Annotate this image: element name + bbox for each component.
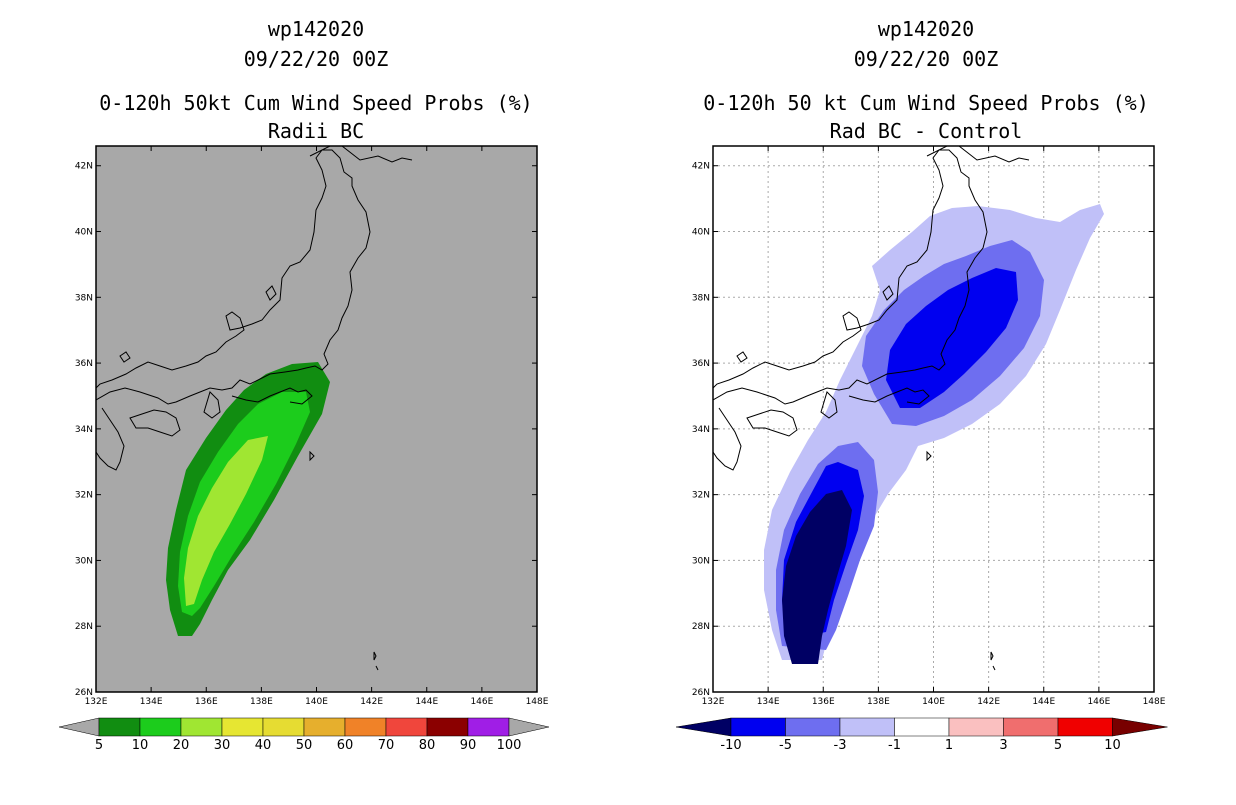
colorbar-bin — [467, 717, 510, 737]
left-title-2: 09/22/20 00Z — [244, 47, 389, 71]
right-title-1: wp142020 — [878, 17, 974, 41]
lon-label: 146E — [470, 697, 493, 707]
lat-label: 28N — [75, 622, 93, 632]
lon-label: 148E — [526, 697, 549, 707]
colorbar-bin — [344, 717, 387, 737]
right-title-2: 09/22/20 00Z — [854, 47, 999, 71]
left-panel: wp142020 09/22/20 00Z 0-120h 50kt Cum Wi… — [58, 17, 550, 753]
lat-label: 30N — [75, 556, 93, 566]
lon-label: 140E — [922, 697, 945, 707]
colorbar-label: 10 — [132, 738, 149, 753]
colorbar-bin — [262, 717, 305, 737]
diff-contour-lt-minus5-north — [886, 268, 1018, 408]
colorbar-bin — [385, 717, 428, 737]
colorbar-bin — [948, 717, 1004, 737]
colorbar-label: 100 — [497, 738, 522, 753]
lon-label: 132E — [85, 697, 108, 707]
colorbar-label: 60 — [337, 738, 354, 753]
colorbar-bin — [894, 717, 950, 737]
diff-contour-lt-minus10 — [782, 490, 852, 664]
lon-label: 140E — [305, 697, 328, 707]
colorbar-under-arrow — [58, 717, 100, 737]
right-panel: wp142020 09/22/20 00Z 0-120h 50 kt Cum W… — [675, 17, 1168, 753]
colorbar-bin — [98, 717, 141, 737]
left-colorbar: 5 10 20 30 40 50 60 70 80 90 100 — [58, 717, 550, 753]
right-axis-ticks: 132E 134E 136E 138E 140E 142E 144E 146E 148E 26N 2… — [692, 146, 1166, 707]
colorbar-label: 1 — [945, 738, 953, 753]
lon-label: 134E — [140, 697, 163, 707]
colorbar-label: 90 — [460, 738, 477, 753]
lat-label: 26N — [692, 688, 710, 698]
colorbar-label: 3 — [999, 738, 1007, 753]
colorbar-bin — [303, 717, 346, 737]
colorbar-label: -10 — [720, 738, 741, 753]
lat-label: 36N — [692, 359, 710, 369]
colorbar-bin — [730, 717, 786, 737]
lon-label: 138E — [867, 697, 890, 707]
colorbar-label: 30 — [214, 738, 231, 753]
right-map — [713, 146, 1154, 692]
lat-label: 32N — [75, 491, 93, 501]
colorbar-label: 5 — [1054, 738, 1062, 753]
colorbar-label: -3 — [834, 738, 847, 753]
lat-label: 38N — [692, 293, 710, 303]
prob-contour-20 — [184, 436, 268, 606]
lat-label: 32N — [692, 491, 710, 501]
lat-label: 40N — [75, 228, 93, 238]
left-title-1: wp142020 — [268, 17, 364, 41]
colorbar-label: 40 — [255, 738, 272, 753]
lon-label: 136E — [195, 697, 218, 707]
colorbar-bin — [1003, 717, 1059, 737]
colorbar-over-arrow — [1112, 717, 1168, 737]
left-title-3: 0-120h 50kt Cum Wind Speed Probs (%) — [99, 91, 532, 115]
lat-label: 34N — [692, 425, 710, 435]
lat-label: 26N — [75, 688, 93, 698]
colorbar-label: -1 — [888, 738, 901, 753]
lon-label: 138E — [250, 697, 273, 707]
left-title-4: Radii BC — [268, 119, 364, 143]
lon-label: 142E — [360, 697, 383, 707]
colorbar-under-arrow — [675, 717, 732, 737]
right-title-3: 0-120h 50 kt Cum Wind Speed Probs (%) — [703, 91, 1149, 115]
colorbar-label: 80 — [419, 738, 436, 753]
lat-label: 38N — [75, 293, 93, 303]
lat-label: 42N — [75, 162, 93, 172]
lat-label: 36N — [75, 359, 93, 369]
right-colorbar: -10 -5 -3 -1 1 3 5 10 — [675, 717, 1168, 753]
lat-label: 30N — [692, 556, 710, 566]
lon-label: 148E — [1143, 697, 1166, 707]
colorbar-bin — [785, 717, 841, 737]
left-map — [96, 146, 537, 692]
lon-label: 136E — [812, 697, 835, 707]
colorbar-bin — [839, 717, 895, 737]
colorbar-bin — [221, 717, 264, 737]
colorbar-label: 50 — [296, 738, 313, 753]
lon-label: 142E — [977, 697, 1000, 707]
colorbar-label: 70 — [378, 738, 395, 753]
lon-label: 132E — [702, 697, 725, 707]
lat-label: 28N — [692, 622, 710, 632]
lon-label: 134E — [757, 697, 780, 707]
colorbar-bin — [426, 717, 469, 737]
lat-label: 34N — [75, 425, 93, 435]
colorbar-bin — [1057, 717, 1113, 737]
colorbar-label: 10 — [1104, 738, 1121, 753]
colorbar-label: 20 — [173, 738, 190, 753]
lon-label: 144E — [1032, 697, 1055, 707]
colorbar-bin — [139, 717, 182, 737]
colorbar-label: 5 — [95, 738, 103, 753]
colorbar-bin — [180, 717, 223, 737]
prob-contour-10 — [178, 392, 310, 616]
lat-label: 40N — [692, 228, 710, 238]
lon-label: 146E — [1087, 697, 1110, 707]
colorbar-over-arrow — [508, 717, 550, 737]
lat-label: 42N — [692, 162, 710, 172]
right-title-4: Rad BC - Control — [830, 119, 1023, 143]
lon-label: 144E — [415, 697, 438, 707]
left-axis-ticks: 132E 134E 136E 138E 140E 142E 144E 146E 148E 26N 2… — [75, 146, 549, 707]
colorbar-label: -5 — [779, 738, 792, 753]
